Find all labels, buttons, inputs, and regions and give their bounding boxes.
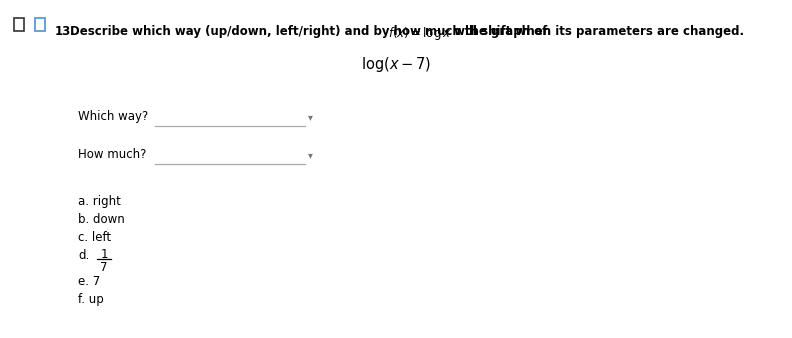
Text: 1: 1 [101, 248, 108, 261]
Text: f. up: f. up [78, 293, 104, 306]
Text: b. down: b. down [78, 213, 125, 226]
Text: ▾: ▾ [308, 112, 313, 122]
Text: $\log(x - 7)$: $\log(x - 7)$ [361, 55, 431, 74]
Text: will shift when its parameters are changed.: will shift when its parameters are chang… [451, 25, 744, 38]
Text: 13.: 13. [55, 25, 76, 38]
Text: Which way?: Which way? [78, 110, 148, 123]
Text: d.: d. [78, 249, 89, 262]
Text: 7: 7 [101, 261, 108, 274]
Text: Describe which way (up/down, left/right) and by how much the graph of: Describe which way (up/down, left/right)… [70, 25, 551, 38]
Text: How much?: How much? [78, 148, 147, 161]
Text: c. left: c. left [78, 231, 111, 244]
Text: ▾: ▾ [308, 150, 313, 160]
Text: a. right: a. right [78, 195, 121, 208]
Text: $f(x) = \log x$: $f(x) = \log x$ [389, 25, 452, 42]
Text: e. 7: e. 7 [78, 275, 101, 288]
